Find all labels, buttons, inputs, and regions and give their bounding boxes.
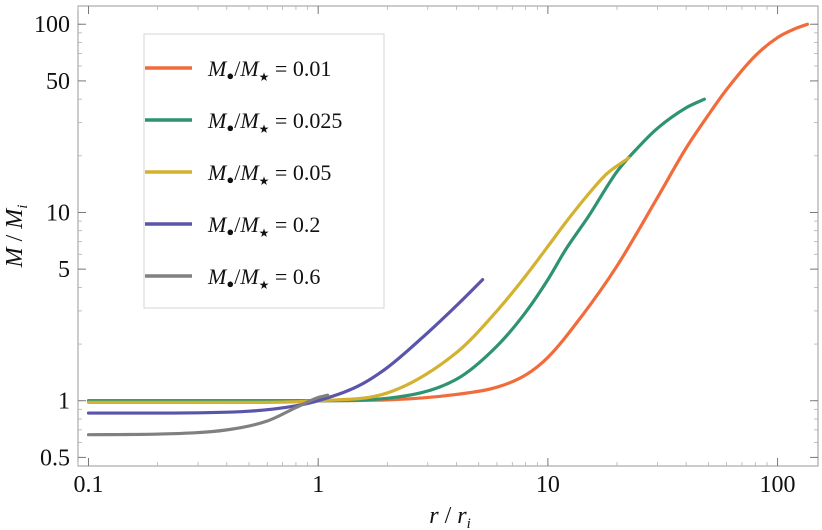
y-tick-label: 50 xyxy=(46,69,70,95)
legend-label-0: M●/M★ = 0.01 xyxy=(207,56,331,84)
legend-label-2: M●/M★ = 0.05 xyxy=(207,160,331,188)
y-tick-label: 1 xyxy=(58,389,70,415)
x-tick-label: 0.1 xyxy=(74,472,104,498)
legend-label-3: M●/M★ = 0.2 xyxy=(207,212,320,240)
y-tick-label: 5 xyxy=(58,257,70,283)
legend-label-4: M●/M★ = 0.6 xyxy=(207,264,320,292)
axis-labels: 0.1 1 10 100 0.5 1 5 10 50 100 r / ri M / Mi xyxy=(2,12,796,530)
plot-frame xyxy=(77,5,819,467)
x-tick-label: 10 xyxy=(536,472,560,498)
legend: M●/M★ = 0.01 M●/M★ = 0.025 M●/M★ = 0.05 M●/… xyxy=(143,33,385,309)
x-tick-label: 1 xyxy=(312,472,324,498)
y-tick-label: 100 xyxy=(34,12,70,38)
x-tick-label: 100 xyxy=(760,472,796,498)
y-tick-label: 10 xyxy=(46,200,70,226)
y-tick-label: 0.5 xyxy=(40,445,70,471)
axes-layer xyxy=(77,5,819,467)
series-layer xyxy=(86,22,810,437)
series-line-2 xyxy=(86,156,631,404)
series-line-3 xyxy=(86,278,485,415)
y-axis-label: M / Mi xyxy=(2,205,31,269)
x-axis-label: r / ri xyxy=(429,503,471,530)
series-line-4 xyxy=(86,393,330,437)
legend-label-1: M●/M★ = 0.025 xyxy=(207,108,342,136)
